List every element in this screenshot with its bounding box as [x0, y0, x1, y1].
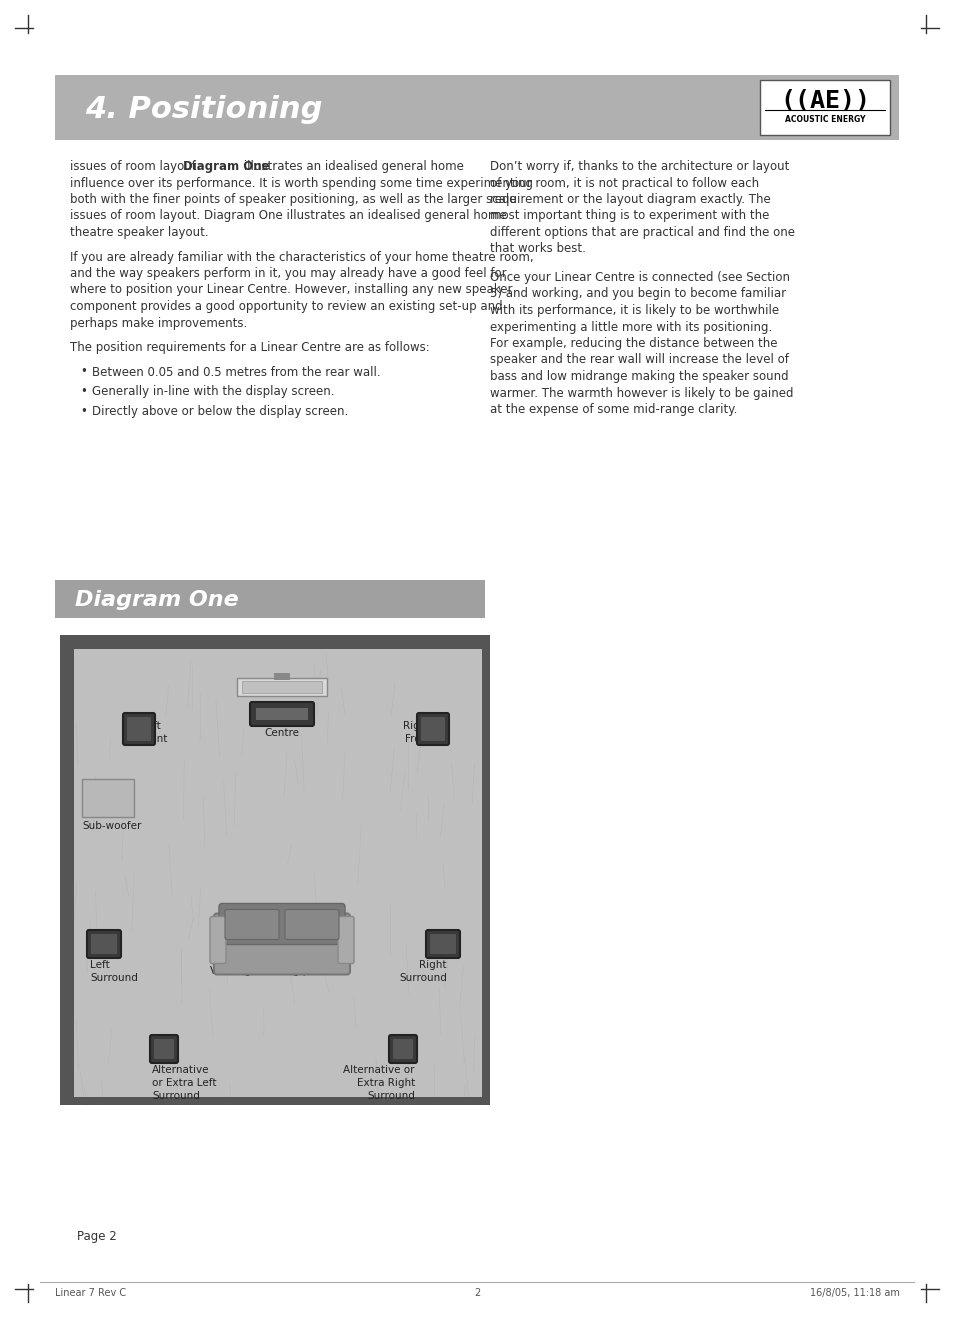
Text: Sub-woofer: Sub-woofer [82, 820, 141, 831]
Text: For example, reducing the distance between the: For example, reducing the distance betwe… [490, 337, 777, 350]
Text: influence over its performance. It is worth spending some time experimenting: influence over its performance. It is wo… [70, 176, 533, 190]
Text: Left: Left [141, 720, 161, 731]
FancyBboxPatch shape [393, 1039, 413, 1059]
Text: 2: 2 [474, 1288, 479, 1299]
Text: Linear 7 Rev C: Linear 7 Rev C [55, 1288, 126, 1299]
Text: ACOUSTIC ENERGY: ACOUSTIC ENERGY [784, 115, 864, 124]
Bar [60, 635, 74, 1105]
FancyBboxPatch shape [250, 702, 314, 726]
Text: Front: Front [404, 734, 431, 744]
Text: different options that are practical and find the one: different options that are practical and… [490, 227, 794, 238]
Text: warmer. The warmth however is likely to be gained: warmer. The warmth however is likely to … [490, 386, 793, 399]
Text: issues of room layout. Diagram One illustrates an idealised general home: issues of room layout. Diagram One illus… [70, 209, 506, 223]
FancyBboxPatch shape [430, 934, 456, 954]
FancyBboxPatch shape [210, 917, 226, 964]
Text: theatre speaker layout.: theatre speaker layout. [70, 227, 209, 238]
Text: that works best.: that works best. [490, 242, 585, 255]
Text: illustrates an idealised general home: illustrates an idealised general home [239, 159, 463, 173]
Bar [236, 678, 327, 695]
Text: requirement or the layout diagram exactly. The: requirement or the layout diagram exactl… [490, 194, 770, 205]
FancyBboxPatch shape [426, 930, 459, 957]
Text: If you are already familiar with the characteristics of your home theatre room,: If you are already familiar with the cha… [70, 250, 533, 263]
Text: Alternative or: Alternative or [343, 1065, 415, 1075]
Text: where to position your Linear Centre. However, installing any new speaker: where to position your Linear Centre. Ho… [70, 283, 512, 296]
Text: Right: Right [403, 720, 431, 731]
Text: Don’t worry if, thanks to the architecture or layout: Don’t worry if, thanks to the architectu… [490, 159, 788, 173]
Bar [82, 778, 133, 817]
Text: Between 0.05 and 0.5 metres from the rear wall.: Between 0.05 and 0.5 metres from the rea… [91, 366, 380, 378]
Text: Viewing/listening position: Viewing/listening position [210, 967, 344, 976]
FancyBboxPatch shape [123, 712, 154, 745]
Text: Surround: Surround [90, 973, 138, 982]
Text: both with the finer points of speaker positioning, as well as the larger scale: both with the finer points of speaker po… [70, 194, 516, 205]
Text: Once your Linear Centre is connected (see Section: Once your Linear Centre is connected (se… [490, 271, 789, 284]
Text: bass and low midrange making the speaker sound: bass and low midrange making the speaker… [490, 370, 788, 383]
FancyBboxPatch shape [91, 934, 117, 954]
FancyBboxPatch shape [127, 716, 151, 741]
FancyBboxPatch shape [416, 712, 449, 745]
Text: Extra Right: Extra Right [356, 1079, 415, 1088]
Bar [60, 1097, 74, 1105]
Text: Left: Left [90, 960, 110, 971]
Text: or Extra Left: or Extra Left [152, 1079, 216, 1088]
FancyBboxPatch shape [420, 716, 444, 741]
Text: Right: Right [419, 960, 447, 971]
Text: most important thing is to experiment with the: most important thing is to experiment wi… [490, 209, 768, 223]
Text: Surround: Surround [398, 973, 447, 982]
Text: 16/8/05, 11:18 am: 16/8/05, 11:18 am [809, 1288, 899, 1299]
Bar [60, 635, 490, 649]
Text: speaker and the rear wall will increase the level of: speaker and the rear wall will increase … [490, 353, 788, 366]
Text: •: • [80, 385, 87, 398]
Text: and the way speakers perform in it, you may already have a good feel for: and the way speakers perform in it, you … [70, 267, 506, 281]
FancyBboxPatch shape [213, 914, 350, 975]
Text: Generally in-line with the display screen.: Generally in-line with the display scree… [91, 385, 335, 398]
Text: 4. Positioning: 4. Positioning [85, 95, 322, 124]
FancyBboxPatch shape [285, 910, 338, 939]
Text: Surround: Surround [367, 1090, 415, 1101]
Bar [74, 1097, 490, 1105]
Text: Page 2: Page 2 [77, 1230, 116, 1243]
Text: ((AE)): ((AE)) [780, 90, 869, 113]
FancyBboxPatch shape [225, 910, 278, 939]
Bar [242, 681, 322, 693]
FancyBboxPatch shape [219, 903, 345, 944]
Bar [74, 649, 490, 1105]
Bar [55, 579, 484, 618]
Text: •: • [80, 404, 87, 417]
Bar [55, 75, 898, 140]
Bar [760, 80, 889, 136]
Text: Directly above or below the display screen.: Directly above or below the display scre… [91, 404, 348, 417]
Bar [481, 635, 490, 1105]
Text: The position requirements for a Linear Centre are as follows:: The position requirements for a Linear C… [70, 341, 429, 354]
FancyBboxPatch shape [87, 930, 121, 957]
Text: Diagram One: Diagram One [183, 159, 269, 173]
Text: •: • [80, 366, 87, 378]
FancyBboxPatch shape [389, 1035, 416, 1063]
Text: experimenting a little more with its positioning.: experimenting a little more with its pos… [490, 320, 771, 333]
Text: Alternative: Alternative [152, 1065, 210, 1075]
Text: Centre: Centre [264, 728, 299, 738]
Text: issues of room layout.: issues of room layout. [70, 159, 204, 173]
Text: 5) and working, and you begin to become familiar: 5) and working, and you begin to become … [490, 287, 785, 300]
FancyBboxPatch shape [150, 1035, 178, 1063]
Text: Diagram One: Diagram One [75, 590, 238, 610]
FancyBboxPatch shape [337, 917, 354, 964]
Text: component provides a good opportunity to review an existing set-up and: component provides a good opportunity to… [70, 300, 502, 313]
Bar [255, 709, 308, 720]
Text: Surround: Surround [152, 1090, 200, 1101]
Text: Front: Front [141, 734, 167, 744]
Text: with its performance, it is likely to be worthwhile: with its performance, it is likely to be… [490, 304, 779, 317]
Bar [274, 673, 290, 680]
Text: at the expense of some mid-range clarity.: at the expense of some mid-range clarity… [490, 403, 737, 416]
Text: of your room, it is not practical to follow each: of your room, it is not practical to fol… [490, 176, 759, 190]
FancyBboxPatch shape [153, 1039, 173, 1059]
Text: perhaps make improvements.: perhaps make improvements. [70, 316, 247, 329]
